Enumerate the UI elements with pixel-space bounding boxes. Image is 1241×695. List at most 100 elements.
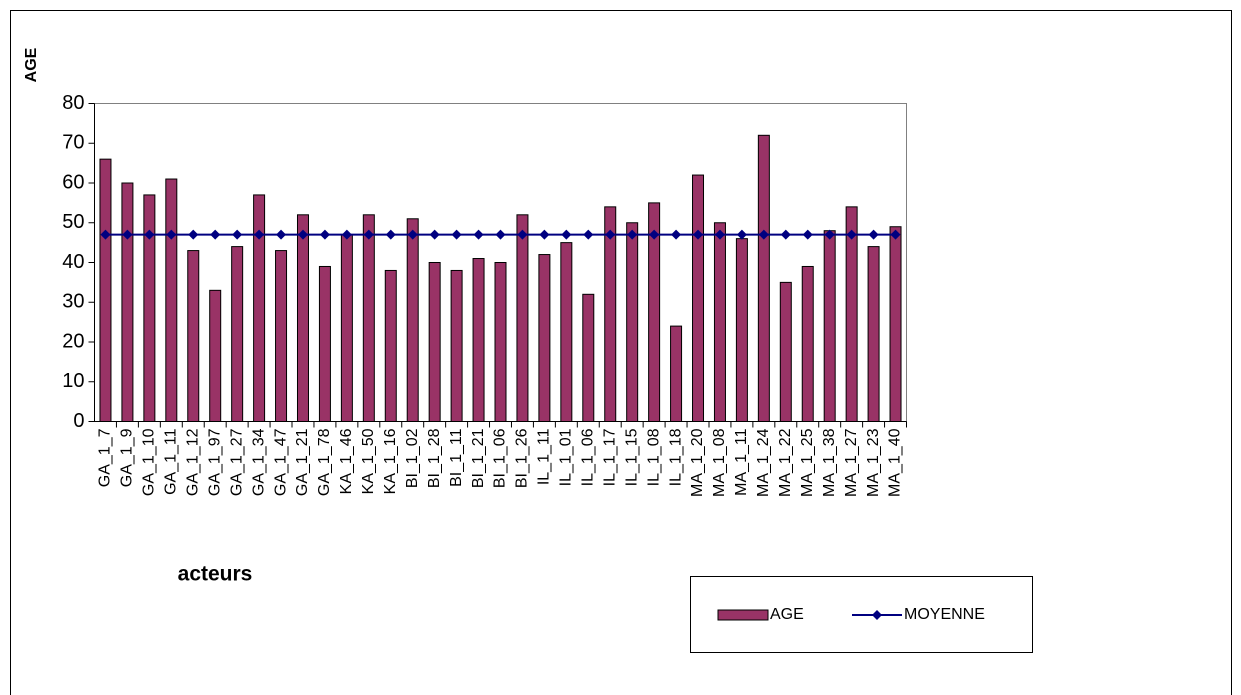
marker [627, 229, 638, 240]
x-tick-label: MA_1_22 [777, 428, 794, 497]
bar [99, 158, 112, 422]
x-tick-label: GA_1_9 [119, 428, 136, 487]
bar [560, 242, 573, 422]
bar [823, 230, 836, 422]
marker [363, 229, 374, 240]
marker [319, 229, 330, 240]
x-tick-label: MA_1_38 [821, 428, 838, 497]
x-tick-label: GA_1_78 [316, 428, 333, 496]
bar [582, 293, 595, 422]
bar [494, 262, 507, 422]
bar [143, 194, 156, 422]
bar [187, 250, 200, 422]
bar [670, 325, 683, 423]
x-tick-label: IL_1_08 [645, 428, 662, 486]
bar [538, 254, 551, 422]
bar [472, 258, 485, 422]
marker [210, 229, 221, 240]
x-tick-label: GA_1_21 [294, 428, 311, 496]
bar [209, 289, 222, 423]
marker [495, 229, 506, 240]
x-tick-label: IL_1_06 [580, 428, 597, 486]
x-tick-label: KA_1_46 [338, 428, 355, 494]
x-tick-label: BI_1_11 [448, 428, 465, 487]
bar [340, 234, 353, 422]
bar [406, 218, 419, 422]
marker [188, 229, 199, 240]
x-tick-label: IL_1_18 [667, 428, 684, 486]
marker [144, 229, 155, 240]
marker [890, 229, 901, 240]
x-tick-label: KA_1_50 [360, 428, 377, 494]
bar [516, 214, 529, 422]
bar [648, 202, 661, 422]
y-tick-label: 40 [62, 251, 84, 273]
marker [780, 229, 791, 240]
marker [232, 229, 243, 240]
x-tick-label: MA_1_08 [711, 428, 728, 497]
marker [429, 229, 440, 240]
bar [231, 246, 244, 422]
marker [714, 229, 725, 240]
bar [318, 265, 331, 422]
y-tick-label: 70 [62, 132, 84, 154]
x-tick-label: BI_1_28 [426, 428, 443, 488]
marker [473, 229, 484, 240]
marker [407, 229, 418, 240]
marker [758, 229, 769, 240]
x-tick-label: IL_1_15 [623, 428, 640, 486]
bar [450, 269, 463, 423]
bar [121, 182, 134, 422]
x-tick-label: IL_1_11 [536, 428, 553, 485]
bar [165, 178, 178, 422]
bar [384, 269, 397, 423]
x-tick-label: IL_1_01 [558, 428, 575, 486]
x-tick-label: IL_1_17 [601, 428, 618, 486]
marker [539, 229, 550, 240]
bar [779, 281, 792, 422]
x-tick-label: GA_1_27 [228, 428, 245, 496]
bar [253, 194, 266, 422]
legend-label: MOYENNE [904, 606, 985, 623]
x-tick-label: GA_1_34 [250, 428, 267, 496]
marker [100, 229, 111, 240]
marker [451, 229, 462, 240]
x-tick-label: MA_1_24 [755, 428, 772, 497]
marker [166, 229, 177, 240]
marker [583, 229, 594, 240]
marker [693, 229, 704, 240]
marker [736, 229, 747, 240]
x-tick-label: MA_1_11 [733, 428, 750, 495]
bar [713, 222, 726, 422]
x-tick-label: MA_1_23 [865, 428, 882, 497]
marker [385, 229, 396, 240]
bar [867, 246, 880, 422]
x-tick-label: GA_1_10 [141, 428, 158, 496]
bar [845, 206, 858, 422]
marker [846, 229, 857, 240]
x-axis-label: acteurs [178, 563, 253, 586]
bar [889, 226, 902, 422]
bar [801, 265, 814, 422]
marker [122, 229, 133, 240]
x-tick-label: GA_1_11 [163, 428, 180, 495]
x-tick-label: MA_1_40 [887, 428, 904, 497]
x-tick-label: KA_1_16 [382, 428, 399, 494]
x-tick-label: BI_1_26 [514, 428, 531, 488]
marker [341, 229, 352, 240]
y-tick-label: 80 [62, 92, 84, 114]
y-tick-label: 30 [62, 291, 84, 313]
legend-label: AGE [770, 606, 804, 623]
bar [692, 174, 705, 422]
marker [868, 229, 879, 240]
bar [275, 250, 288, 422]
y-tick-label: 60 [62, 171, 84, 193]
marker [561, 229, 572, 240]
marker [254, 229, 265, 240]
x-tick-label: MA_1_20 [689, 428, 706, 497]
y-tick-label: 50 [62, 211, 84, 233]
bar [296, 214, 309, 422]
marker [276, 229, 287, 240]
x-tick-label: MA_1_27 [843, 428, 860, 497]
